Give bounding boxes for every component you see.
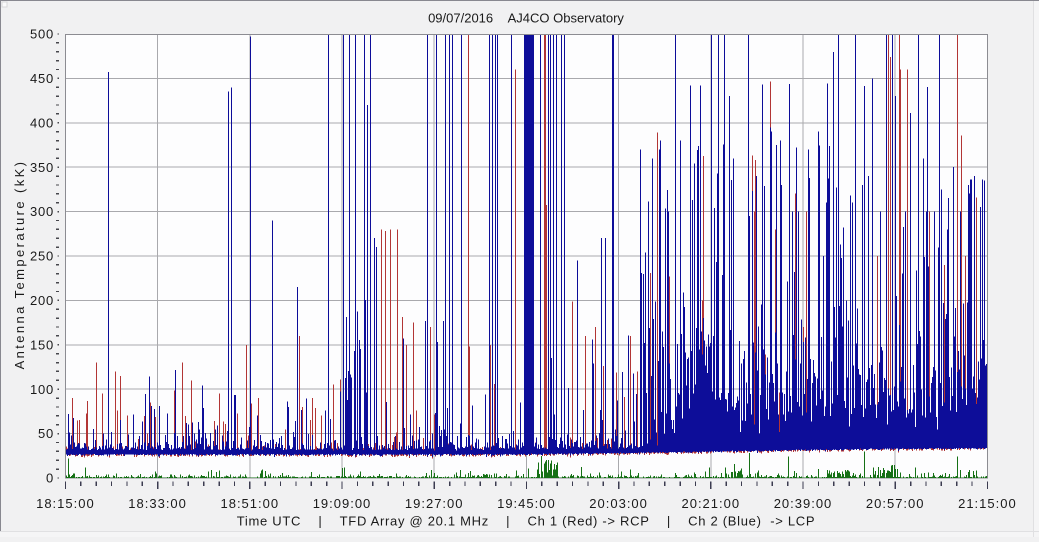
svg-text:100: 100 [30,382,54,397]
svg-text:19:27:00: 19:27:00 [405,496,464,511]
svg-text:18:33:00: 18:33:00 [128,496,187,511]
svg-text:150: 150 [30,337,54,352]
svg-text:Antenna Temperature (kK): Antenna Temperature (kK) [12,160,27,370]
svg-text:50: 50 [38,426,54,441]
svg-text:19:45:00: 19:45:00 [497,496,556,511]
svg-text:0: 0 [46,471,54,486]
svg-text:200: 200 [30,293,54,308]
svg-text:18:15:00: 18:15:00 [36,496,95,511]
svg-text:450: 450 [30,71,54,86]
svg-text:300: 300 [30,204,54,219]
svg-text:09/07/2016 AJ4CO Observator: 09/07/2016 AJ4CO Observatory [428,11,624,26]
svg-text:20:21:00: 20:21:00 [681,496,740,511]
svg-text:20:57:00: 20:57:00 [866,496,925,511]
svg-text:20:03:00: 20:03:00 [589,496,648,511]
svg-text:350: 350 [30,160,54,175]
svg-text:250: 250 [30,249,54,264]
svg-text:19:09:00: 19:09:00 [313,496,372,511]
svg-text:20:39:00: 20:39:00 [774,496,833,511]
svg-text:400: 400 [30,115,54,130]
svg-text:21:15:00: 21:15:00 [958,496,1017,511]
svg-text:500: 500 [30,27,54,42]
svg-text:18:51:00: 18:51:00 [220,496,279,511]
svg-text:Time UTC | TFD Array @ 2: Time UTC | TFD Array @ 20.1 MHz | Ch 1 (… [237,514,816,529]
